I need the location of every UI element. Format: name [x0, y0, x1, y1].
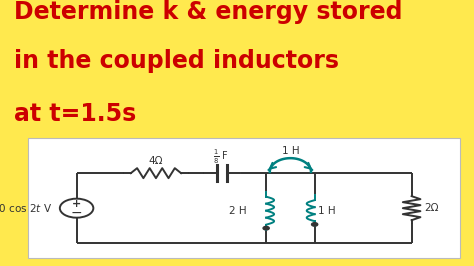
Text: Determine k & energy stored: Determine k & energy stored — [14, 0, 403, 24]
Text: $\frac{1}{8}$ F: $\frac{1}{8}$ F — [213, 147, 229, 166]
Text: +: + — [72, 200, 81, 209]
Text: −: − — [71, 206, 82, 220]
Text: at t=1.5s: at t=1.5s — [14, 102, 137, 126]
Circle shape — [311, 223, 318, 226]
FancyBboxPatch shape — [28, 138, 460, 258]
Text: 2Ω: 2Ω — [424, 203, 438, 213]
Text: 2 H: 2 H — [228, 206, 246, 216]
Text: 1 H: 1 H — [282, 146, 299, 156]
Text: 4Ω: 4Ω — [149, 156, 163, 166]
Text: 1 H: 1 H — [318, 206, 336, 216]
Circle shape — [263, 226, 269, 230]
Text: in the coupled inductors: in the coupled inductors — [14, 49, 339, 73]
Text: 20 cos 2$t$ V: 20 cos 2$t$ V — [0, 202, 52, 214]
